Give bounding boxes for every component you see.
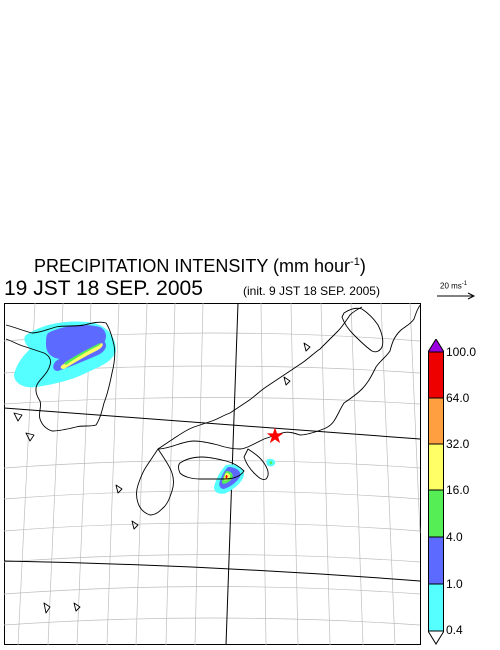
colorbar-label-1: 1.0 — [446, 577, 463, 591]
chart-title: PRECIPITATION INTENSITY (mm hour-1) — [34, 256, 366, 277]
station-marker — [266, 427, 284, 444]
coastlines — [5, 303, 421, 614]
colorbar-band-64 — [428, 397, 444, 445]
colorbar-band-32 — [428, 443, 444, 491]
init-time: (init. 9 JST 18 SEP. 2005) — [243, 284, 380, 298]
colorbar-band-1 — [428, 583, 444, 632]
precipitation-map — [4, 303, 421, 645]
colorbar-bottom-triangle — [428, 630, 444, 645]
colorbar-label-100: 100.0 — [446, 345, 477, 359]
title-exponent: -1 — [350, 256, 360, 268]
colorbar-band-4 — [428, 536, 444, 585]
coast-japan-honshu — [157, 303, 421, 450]
reference-vector-label: 20 ms-1 — [440, 281, 467, 291]
colorbar-label-32: 32.0 — [446, 437, 470, 451]
reference-vector-arrow — [437, 292, 476, 300]
lat-lon-grid — [4, 303, 421, 645]
colorbar-label-64: 64.0 — [446, 391, 470, 405]
coast-misc — [13, 342, 311, 614]
coast-korea — [5, 321, 116, 432]
title-text: PRECIPITATION INTENSITY (mm hour — [34, 256, 351, 276]
coast-shikoku — [178, 456, 245, 480]
reference-vector-text: 20 ms — [440, 281, 462, 291]
valid-time: 19 JST 18 SEP. 2005 — [4, 277, 203, 300]
colorbar-label-0.4: 0.4 — [446, 623, 463, 637]
coast-hokkaido — [341, 307, 384, 353]
title-close: ) — [359, 256, 366, 276]
coast-japan-sea — [157, 306, 363, 450]
reference-vector-exponent: -1 — [461, 281, 468, 287]
colorbar-label-16: 16.0 — [446, 483, 470, 497]
colorbar-band-16 — [428, 489, 444, 538]
coast-kyushu — [136, 448, 174, 516]
colorbar-band-100 — [428, 351, 444, 399]
colorbar-top-triangle — [428, 339, 444, 353]
colorbar-label-4: 4.0 — [446, 530, 463, 544]
precipitation-korea — [14, 321, 116, 388]
colorbar — [428, 339, 444, 645]
coast-kii — [243, 448, 269, 480]
